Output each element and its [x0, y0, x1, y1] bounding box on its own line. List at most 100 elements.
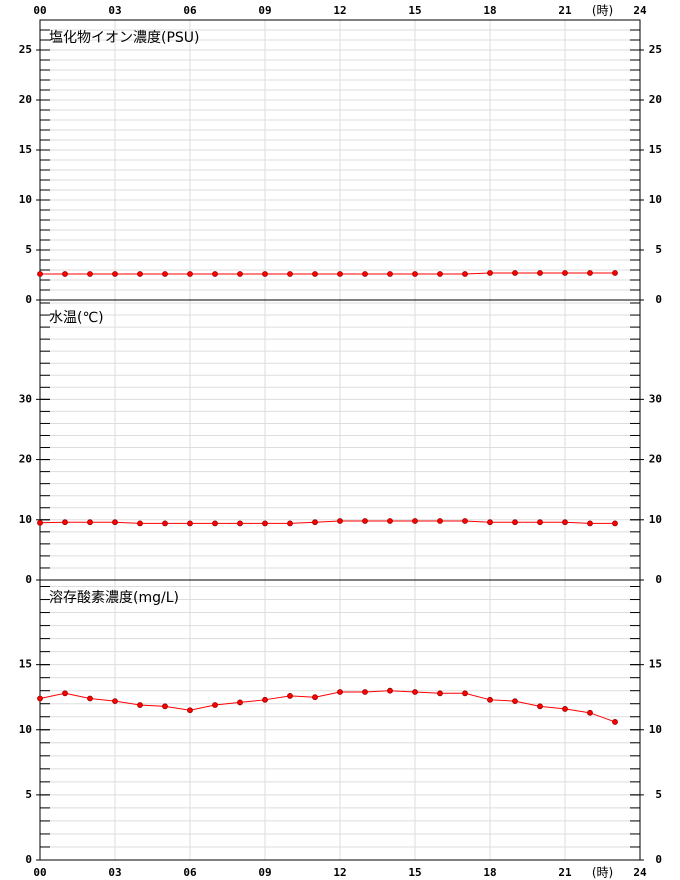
- data-point: [162, 520, 168, 527]
- data-point: [37, 519, 43, 526]
- data-point: [412, 271, 418, 277]
- data-point: [412, 518, 418, 524]
- x-tick-label: 12: [333, 866, 346, 879]
- data-point: [62, 519, 68, 526]
- data-line: [39, 520, 615, 524]
- x-tick-label: 24: [633, 4, 647, 17]
- y-tick-label: 10: [649, 193, 662, 206]
- y-tick-label: 0: [25, 853, 32, 866]
- data-point: [387, 687, 393, 694]
- data-point: [387, 271, 393, 277]
- data-point: [362, 689, 368, 695]
- data-point: [262, 271, 268, 277]
- data-point: [187, 520, 193, 527]
- data-point: [437, 271, 443, 277]
- data-point: [537, 519, 543, 526]
- data-point: [512, 270, 518, 276]
- data-point: [137, 271, 143, 277]
- data-point: [437, 518, 443, 524]
- data-point: [237, 271, 243, 277]
- data-point: [137, 702, 143, 708]
- data-point: [612, 270, 618, 276]
- data-point: [337, 689, 343, 695]
- x-tick-label: 06: [183, 866, 197, 879]
- y-tick-label: 30: [649, 392, 662, 405]
- data-point: [562, 519, 568, 526]
- data-point: [112, 271, 118, 277]
- y-tick-label: 0: [655, 853, 662, 866]
- data-point: [287, 520, 293, 527]
- data-point: [312, 519, 318, 526]
- data-point: [137, 520, 143, 527]
- y-tick-label: 20: [649, 453, 662, 466]
- data-point: [462, 690, 468, 697]
- data-point: [487, 696, 493, 703]
- data-point: [212, 271, 218, 277]
- data-point: [537, 270, 543, 276]
- data-point: [562, 270, 568, 276]
- y-tick-label: 5: [655, 243, 662, 256]
- x-tick-label: 18: [483, 4, 496, 17]
- data-point: [237, 520, 243, 527]
- data-point: [312, 694, 318, 701]
- y-tick-label: 15: [19, 658, 32, 671]
- y-tick-label: 25: [19, 43, 32, 56]
- y-tick-label: 10: [649, 513, 662, 526]
- x-tick-label: 00: [33, 4, 46, 17]
- data-point: [37, 695, 43, 702]
- data-point: [362, 271, 368, 277]
- y-tick-label: 10: [19, 723, 32, 736]
- y-tick-label: 10: [19, 193, 32, 206]
- x-tick-label: 09: [258, 866, 271, 879]
- y-tick-label: 15: [649, 658, 662, 671]
- y-tick-label: 10: [649, 723, 662, 736]
- x-tick-label: 00: [33, 866, 46, 879]
- data-point: [112, 519, 118, 526]
- x-tick-label: 21: [558, 866, 572, 879]
- data-point: [187, 707, 193, 714]
- data-point: [312, 271, 318, 277]
- y-tick-label: 20: [649, 93, 662, 106]
- y-tick-label: 15: [19, 143, 32, 156]
- data-point: [87, 695, 93, 702]
- x-tick-label: 03: [108, 4, 121, 17]
- data-point: [462, 271, 468, 277]
- x-tick-label: 21: [558, 4, 572, 17]
- data-point: [462, 518, 468, 524]
- data-point: [337, 518, 343, 524]
- data-point: [437, 690, 443, 697]
- y-tick-label: 20: [19, 93, 32, 106]
- x-tick-label: 15: [408, 4, 421, 17]
- y-tick-label: 0: [655, 573, 662, 586]
- data-point: [587, 709, 593, 716]
- x-tick-label: 18: [483, 866, 496, 879]
- data-point: [212, 520, 218, 527]
- plot-frame: [39, 579, 641, 861]
- y-tick-label: 5: [25, 788, 32, 801]
- x-tick-label: 24: [633, 866, 647, 879]
- y-tick-label: 20: [19, 453, 32, 466]
- data-point: [587, 520, 593, 527]
- panel-title: 塩化物イオン濃度(PSU): [49, 30, 200, 46]
- data-point: [262, 520, 268, 527]
- y-tick-label: 15: [649, 143, 662, 156]
- data-point: [62, 271, 68, 277]
- x-tick-label: 09: [258, 4, 271, 17]
- x-tick-label: 12: [333, 4, 346, 17]
- x-axis-label: (時): [592, 4, 613, 18]
- data-point: [262, 696, 268, 703]
- data-point: [487, 270, 493, 276]
- y-tick-label: 0: [25, 573, 32, 586]
- y-tick-label: 10: [19, 513, 32, 526]
- y-tick-label: 25: [649, 43, 662, 56]
- panel-title: 溶存酸素濃度(mg/L): [49, 590, 179, 606]
- data-point: [587, 270, 593, 276]
- data-point: [337, 271, 343, 277]
- panel-title: 水温(℃): [49, 310, 104, 326]
- data-point: [612, 520, 618, 527]
- x-tick-label: 15: [408, 866, 421, 879]
- data-line: [40, 272, 615, 275]
- y-tick-label: 0: [655, 293, 662, 306]
- data-point: [112, 698, 118, 705]
